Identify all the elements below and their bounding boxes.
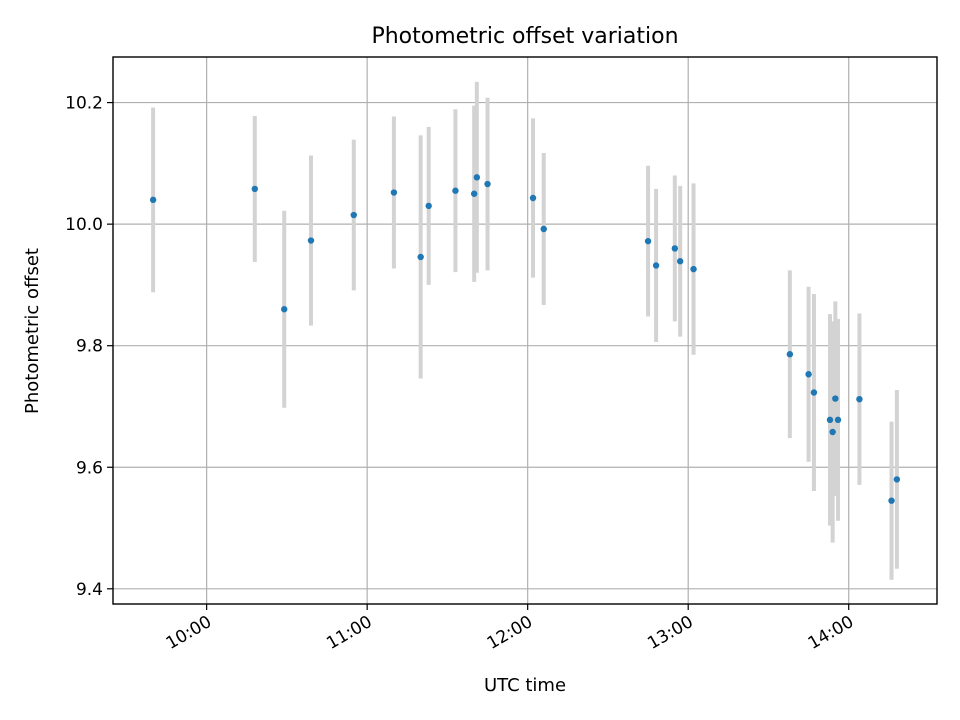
data-point [676, 258, 684, 265]
data-point [786, 351, 794, 358]
data-point [350, 211, 357, 219]
data-point [834, 416, 842, 424]
data-point [652, 262, 660, 269]
data-point [805, 371, 812, 378]
data-point [529, 194, 537, 202]
data-point [470, 190, 478, 197]
y-tick-label: 10.0 [65, 215, 103, 235]
data-point [390, 189, 398, 196]
data-point [452, 187, 459, 194]
grid-layer [113, 57, 937, 604]
data-point [856, 395, 863, 403]
data-point [425, 202, 432, 210]
y-tick-label: 10.2 [65, 94, 103, 114]
data-point [644, 237, 652, 245]
data-point [832, 395, 839, 402]
y-tick-label: 9.6 [76, 458, 103, 478]
y-axis-label: Photometric offset [22, 248, 43, 414]
data-point [826, 416, 834, 424]
data-point [540, 225, 547, 233]
data-point [671, 245, 679, 252]
data-point [829, 428, 836, 436]
chart-title: Photometric offset variation [371, 24, 678, 49]
data-point [810, 389, 818, 396]
plot-frame [112, 56, 938, 605]
data-point [690, 265, 697, 273]
data-point [281, 306, 288, 313]
data-point [893, 476, 901, 483]
data-point [307, 237, 315, 244]
data-layer [149, 81, 901, 580]
data-point [473, 174, 481, 181]
y-tick-label: 9.4 [76, 580, 103, 600]
x-axis-label: UTC time [484, 675, 566, 696]
data-point [251, 185, 258, 193]
data-point [484, 180, 491, 188]
data-point [888, 497, 895, 504]
data-point [149, 196, 157, 204]
y-tick-label: 9.8 [76, 337, 103, 357]
data-point [417, 253, 424, 261]
